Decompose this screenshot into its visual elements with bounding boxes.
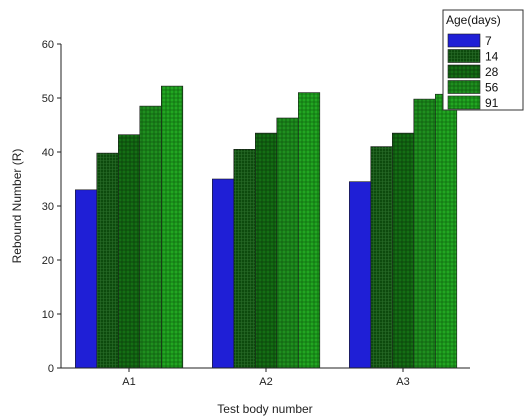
y-ticks-group: 0 10 20 30 40 50 60 [42,39,61,375]
y-tick-label: 40 [42,147,54,159]
bar-a2-age-14 [233,149,256,369]
x-axis-title: Test body number [217,402,312,416]
y-tick-label: 60 [42,39,54,51]
y-tick-label: 20 [42,255,54,267]
legend-label-age-14: 14 [485,50,499,64]
legend-title: Age(days) [446,13,501,27]
bar-a3-age-14 [370,146,393,369]
legend-label-age-7: 7 [485,34,492,48]
bar-a2-age-7 [212,178,235,369]
bar-a1-age-91 [161,85,184,369]
x-tick-label: A1 [122,376,135,388]
legend-label-age-91: 91 [485,96,499,110]
x-tick-label: A3 [396,376,409,388]
legend-swatch-age-7 [447,33,481,48]
legend-label-age-56: 56 [485,81,499,95]
legend-swatch-age-28 [447,64,481,79]
bar-a3-age-7 [348,181,372,369]
bar-a2-age-56 [276,117,299,369]
bar-a1-age-7 [75,189,98,369]
y-tick-label: 30 [42,201,54,213]
bars-group [75,85,458,369]
bar-a2-age-28 [255,132,278,369]
y-tick-label: 50 [42,93,54,105]
legend-swatch-age-14 [447,49,481,63]
legend-label-age-28: 28 [485,65,499,79]
y-tick-label: 0 [48,363,54,375]
bar-a3-age-28 [391,132,415,369]
bar-a1-age-28 [118,134,141,369]
x-tick-label: A2 [259,376,272,388]
y-tick-label: 10 [42,309,54,321]
legend-swatch-age-56 [447,80,481,94]
bar-a3-age-91 [434,93,458,369]
y-axis-title: Rebound Number (R) [10,149,24,264]
bar-a1-age-14 [96,152,119,369]
bar-a2-age-91 [297,92,321,369]
bar-a1-age-56 [139,105,162,369]
x-ticks-group: A1 A2 A3 [122,368,410,388]
legend-swatch-age-91 [447,95,481,110]
bar-a3-age-56 [413,98,436,369]
